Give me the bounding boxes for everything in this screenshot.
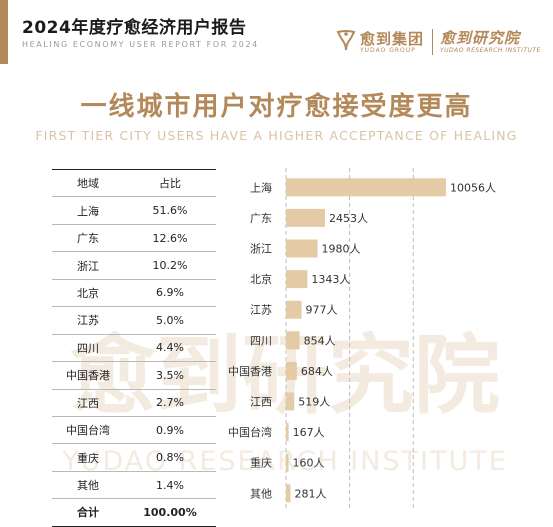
table-row: 四川 4.4% bbox=[52, 334, 216, 363]
table-cell-share: 51.6% bbox=[124, 196, 216, 225]
bar bbox=[286, 300, 302, 319]
table-cell-region: 中国台湾 bbox=[52, 416, 124, 445]
logo-name: 愈到集团 bbox=[360, 30, 425, 48]
category-label: 浙江 bbox=[250, 243, 272, 256]
table-cell-share: 0.8% bbox=[124, 443, 216, 472]
category-label: 江西 bbox=[250, 396, 272, 409]
table-cell-share: 3.5% bbox=[124, 361, 216, 390]
bar bbox=[286, 208, 326, 227]
table-row: 中国香港 3.5% bbox=[52, 361, 216, 390]
bar bbox=[286, 361, 297, 380]
table-cell-share: 6.9% bbox=[124, 279, 216, 308]
table-row: 江苏 5.0% bbox=[52, 306, 216, 335]
category-label: 中国香港 bbox=[228, 365, 272, 378]
category-label: 中国台湾 bbox=[228, 425, 272, 439]
bar bbox=[286, 423, 289, 442]
value-label: 167人 bbox=[293, 426, 325, 439]
category-label: 上海 bbox=[250, 180, 272, 194]
headline: 一线城市用户对疗愈接受度更高 bbox=[80, 92, 473, 122]
value-label: 2453人 bbox=[329, 212, 368, 225]
table-header-row: 地域 占比 bbox=[52, 168, 216, 198]
table-row: 上海 51.6% bbox=[52, 196, 216, 225]
share-table: 地域 占比 上海 51.6% 广东 12.6% 浙江 10.2% 北京 6.9% 江苏 5.0% 四… bbox=[52, 168, 216, 527]
table-cell-share: 0.9% bbox=[124, 416, 216, 445]
category-label: 其他 bbox=[250, 487, 272, 500]
value-label: 281人 bbox=[294, 487, 326, 500]
value-label: 977人 bbox=[306, 304, 338, 317]
category-label: 江苏 bbox=[250, 304, 272, 317]
table-cell-region: 江苏 bbox=[52, 306, 124, 335]
header-accent-bar bbox=[0, 0, 8, 64]
bar bbox=[286, 484, 291, 503]
value-label: 10056人 bbox=[450, 181, 496, 194]
table-cell-region: 其他 bbox=[52, 471, 124, 500]
table-row: 浙江 10.2% bbox=[52, 251, 216, 280]
category-label: 四川 bbox=[250, 334, 272, 347]
value-label: 684人 bbox=[301, 365, 333, 378]
table-row: 其他 1.4% bbox=[52, 471, 216, 500]
logo-en: YUDAO GROUP bbox=[360, 47, 416, 54]
table-cell-region: 北京 bbox=[52, 279, 124, 308]
yudao-logo-icon bbox=[336, 30, 356, 51]
table-row: 广东 12.6% bbox=[52, 224, 216, 253]
bar bbox=[286, 239, 318, 258]
table-cell-region: 上海 bbox=[52, 196, 124, 225]
headline-en: FIRST TIER CITY USERS HAVE A HIGHER ACCE… bbox=[35, 128, 518, 143]
value-label: 1980人 bbox=[322, 243, 361, 256]
table-row: 江西 2.7% bbox=[52, 389, 216, 417]
report-title: 2024年度疗愈经济用户报告 bbox=[22, 18, 247, 38]
table-cell-share: 4.4% bbox=[124, 334, 216, 363]
table-cell-region: 江西 bbox=[52, 389, 124, 417]
category-label: 重庆 bbox=[250, 456, 272, 470]
table-row: 重庆 0.8% bbox=[52, 443, 216, 472]
logo-divider bbox=[432, 29, 433, 55]
bar bbox=[286, 178, 446, 197]
institute-en: YUDAO RESEARCH INSTITUTE bbox=[440, 47, 541, 54]
table-cell-share: 12.6% bbox=[124, 224, 216, 253]
table-cell-share: 5.0% bbox=[124, 306, 216, 335]
bar bbox=[286, 453, 289, 472]
value-label: 1343人 bbox=[311, 273, 350, 286]
value-label: 854人 bbox=[304, 334, 336, 347]
table-row: 中国台湾 0.9% bbox=[52, 416, 216, 445]
table-cell-share: 10.2% bbox=[124, 251, 216, 280]
category-label: 广东 bbox=[250, 212, 272, 225]
table-cell-region: 四川 bbox=[52, 334, 124, 363]
table-row: 北京 6.9% bbox=[52, 279, 216, 308]
category-label: 北京 bbox=[250, 272, 272, 286]
table-header-region: 地域 bbox=[52, 168, 124, 198]
report-subtitle: HEALING ECONOMY USER REPORT FOR 2024 bbox=[22, 40, 259, 49]
table-cell-region: 浙江 bbox=[52, 251, 124, 280]
table-cell-region: 中国香港 bbox=[52, 361, 124, 390]
value-label: 160人 bbox=[293, 457, 325, 470]
table-cell-share: 1.4% bbox=[124, 471, 216, 500]
bar bbox=[286, 331, 300, 350]
bar bbox=[286, 392, 295, 411]
value-label: 519人 bbox=[298, 396, 330, 409]
institute-name: 愈到研究院 bbox=[440, 29, 521, 47]
table-cell-region: 广东 bbox=[52, 224, 124, 253]
table-header-share: 占比 bbox=[124, 168, 216, 198]
bar bbox=[286, 270, 308, 289]
table-cell-share: 2.7% bbox=[124, 389, 216, 417]
table-cell-region: 重庆 bbox=[52, 443, 124, 472]
